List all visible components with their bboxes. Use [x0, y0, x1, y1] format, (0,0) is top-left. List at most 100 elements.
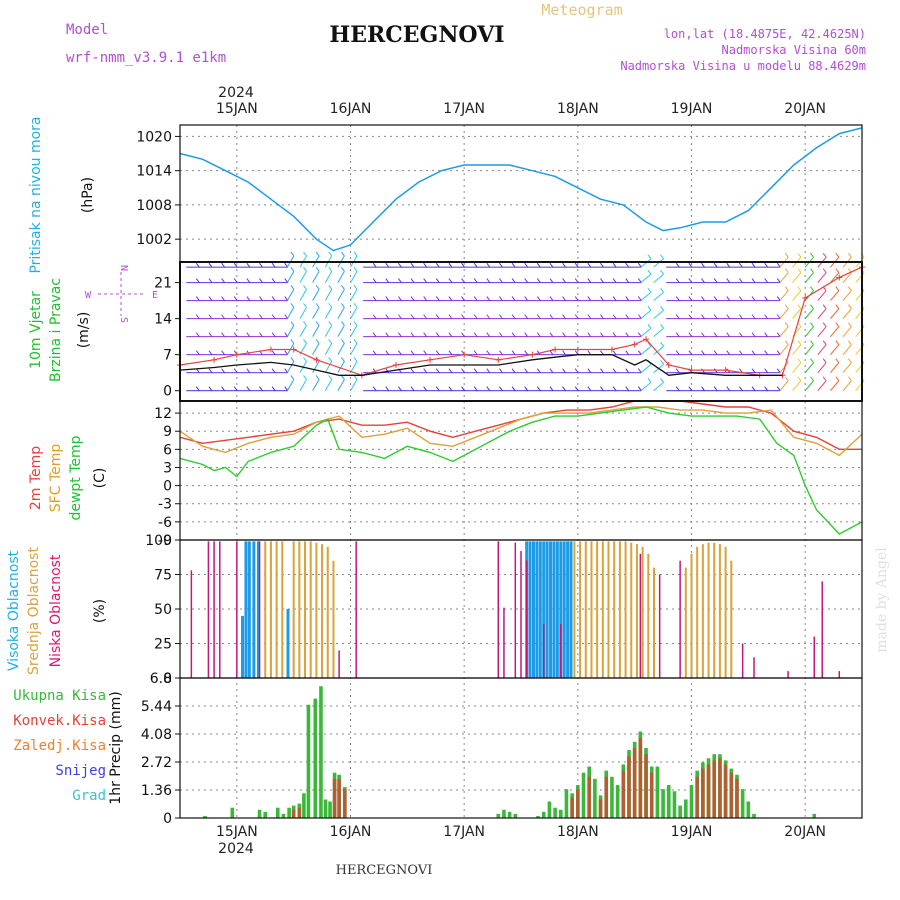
wind-barb-flag: [499, 262, 503, 268]
wind-barb-flag: [372, 368, 377, 373]
wind-barb: [792, 308, 802, 319]
wind-barb-flag: [461, 332, 465, 337]
y-tick-label: 6: [163, 442, 172, 458]
wind-barb-flag: [647, 305, 652, 311]
wind-barb-flag: [353, 285, 358, 290]
wind-gust-point: [461, 351, 468, 358]
wind-barb-flag: [435, 314, 440, 319]
wind-barb-flag: [675, 332, 680, 337]
wind-barb-flag: [764, 262, 769, 268]
wind-barb-flag: [625, 314, 630, 319]
footer-title: HERCEGNOVI: [336, 863, 433, 878]
lonlat-label: lon,lat (18.4875E, 42.4625N): [664, 27, 866, 41]
wind-gust-point: [427, 356, 434, 363]
wind-barb-flag: [315, 251, 320, 257]
wind-barb-flag: [726, 386, 731, 392]
wind-barb-flag: [271, 350, 276, 355]
wind-barb-flag: [751, 262, 756, 268]
wind-barb-flag: [208, 314, 213, 319]
precip-bar-ukupna: [541, 811, 546, 818]
top-day-label: 16JAN: [330, 101, 372, 117]
wind-barb-flag: [473, 278, 478, 283]
wind-barb-flag: [701, 332, 705, 337]
wind-barb-flag: [549, 278, 554, 283]
wind-barb: [830, 290, 840, 301]
wind-barb-flag: [751, 296, 756, 301]
wind-barb-flag: [271, 368, 276, 373]
precip-legend-ukupna: Ukupna Kisa: [13, 688, 106, 704]
wind-barb-flag: [647, 269, 652, 275]
wind-barb-flag: [612, 262, 617, 268]
wind-barb-flag: [612, 278, 617, 283]
wind-barb: [842, 272, 852, 283]
wind-barb-flag: [713, 262, 718, 268]
top-day-label: 15JAN: [216, 101, 258, 117]
bottom-year-label: 2024: [218, 841, 254, 857]
y-tick-label: -3: [158, 497, 172, 513]
wind-barb-flag: [208, 386, 213, 392]
wind-barb-flag: [233, 314, 238, 319]
wind-barb-flag: [353, 251, 358, 257]
axis-ticks: 15JAN 15JAN 16JAN 16JAN 17JAN 17JAN 18JAN 18JAN…: [136, 101, 826, 840]
temp-unit: (C): [92, 468, 108, 489]
precip-bar-ukupna: [593, 778, 597, 818]
wind-barb: [350, 343, 358, 355]
wind-barb-flag: [848, 304, 852, 309]
wind-barb-flag: [848, 376, 852, 382]
wind-barb-flag: [776, 368, 781, 373]
wind-barb-flag: [340, 267, 345, 272]
y-tick-label: 1008: [136, 198, 172, 214]
precip-bar-ukupna: [203, 815, 207, 818]
wind-barb-flag: [435, 262, 440, 268]
wind-barb-flag: [713, 332, 718, 337]
precip-bar-ukupna: [553, 807, 557, 818]
wind-barb-flag: [195, 332, 200, 337]
wind-barb-flag: [208, 332, 213, 337]
wind-barb-flag: [410, 332, 415, 337]
wind-barb-flag: [688, 332, 693, 337]
wind-barb-flag: [713, 278, 718, 283]
wind-barb: [286, 379, 295, 391]
precip-bar-konvek: [291, 809, 296, 818]
wind-barb-field: [186, 251, 865, 392]
wind-barb-flag: [221, 262, 225, 268]
wind-barb-flag: [511, 314, 516, 319]
wind-barb-flag: [259, 262, 263, 268]
wind-barb-flag: [303, 251, 307, 257]
wind-barb-flag: [524, 350, 529, 355]
wind-barb: [804, 326, 814, 337]
wind-barb-flag: [764, 350, 769, 355]
wind-barb-flag: [536, 368, 541, 373]
precip-bar-ukupna: [323, 799, 328, 818]
wind-gust-point: [233, 351, 240, 358]
wind-barb-flag: [675, 350, 680, 355]
wind-barb-flag: [328, 285, 333, 290]
wind-barb-flag: [574, 278, 579, 283]
bottom-day-label: 15JAN: [216, 824, 258, 840]
wind-barb-flag: [701, 296, 705, 301]
wind-barb-flag: [549, 314, 554, 319]
wind-barb: [350, 289, 358, 301]
wind-barb: [653, 291, 664, 301]
wind-barb: [817, 380, 827, 392]
wind-barb-flag: [612, 296, 617, 301]
wind-barb-flag: [499, 314, 503, 319]
wind-barb: [312, 271, 320, 283]
wind-barb-flag: [738, 296, 743, 301]
wind-barb-flag: [328, 339, 333, 344]
wind-barb-flag: [340, 303, 345, 308]
wind-barb-flag: [587, 386, 592, 392]
cloud-ylabel-niska: Niska Oblacnost: [48, 554, 64, 667]
wind-barb-flag: [195, 350, 200, 355]
wind-barb: [830, 308, 840, 319]
wind-barb-flag: [600, 296, 604, 301]
wind-barb-flag: [776, 278, 781, 283]
wind-barb: [779, 326, 789, 337]
wind-barb-flag: [835, 304, 840, 309]
y-tick-label: 0: [163, 479, 172, 495]
wind-barb: [830, 326, 840, 337]
wind-barb-flag: [797, 252, 802, 258]
wind-barb-flag: [822, 252, 827, 258]
wind-barb: [324, 379, 333, 391]
top-day-label: 18JAN: [557, 101, 599, 117]
